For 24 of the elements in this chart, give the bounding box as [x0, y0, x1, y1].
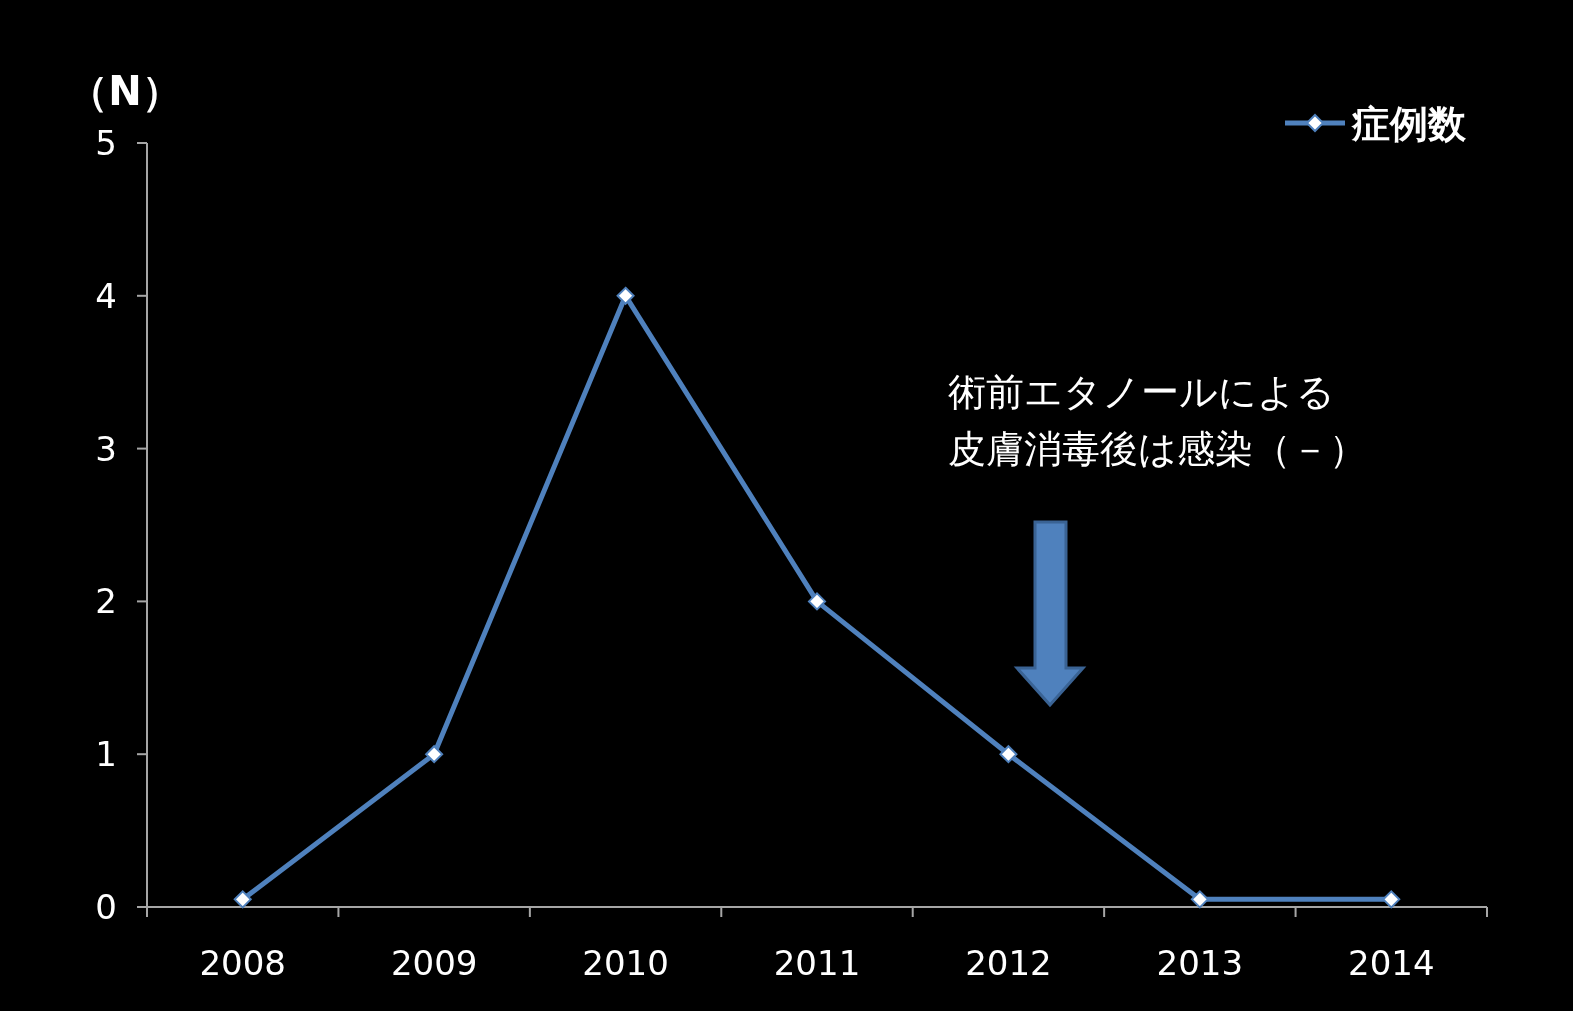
- point: [808, 592, 826, 611]
- y-tick-label: 2: [95, 581, 117, 622]
- point: [1382, 890, 1401, 909]
- x-tick-label: 2010: [582, 943, 669, 983]
- y-tick-label: 1: [95, 734, 117, 775]
- y-tick-label: 5: [95, 123, 117, 163]
- point: [999, 745, 1018, 764]
- x-tick-label: 2012: [965, 943, 1052, 983]
- y-tick-label: 3: [95, 428, 117, 469]
- y-tick-label: 4: [95, 275, 117, 316]
- x-tick-label: 2008: [199, 943, 286, 983]
- point: [1190, 890, 1209, 909]
- x-tick-label: 2011: [773, 943, 861, 983]
- legend-label: 症例数: [1351, 102, 1467, 146]
- y-tick-label: 0: [95, 887, 117, 927]
- y-axis-title: （N）: [68, 68, 182, 114]
- point: [233, 890, 252, 909]
- annotation: 術前エタノールによる: [948, 370, 1335, 414]
- x-tick-label: 2009: [390, 943, 478, 983]
- point: [616, 286, 635, 305]
- annotation: 皮膚消毒後は感染（－）: [948, 427, 1367, 471]
- x-tick-label: 2013: [1156, 943, 1244, 983]
- point: [425, 745, 444, 764]
- x-tick-label: 2014: [1348, 943, 1435, 983]
